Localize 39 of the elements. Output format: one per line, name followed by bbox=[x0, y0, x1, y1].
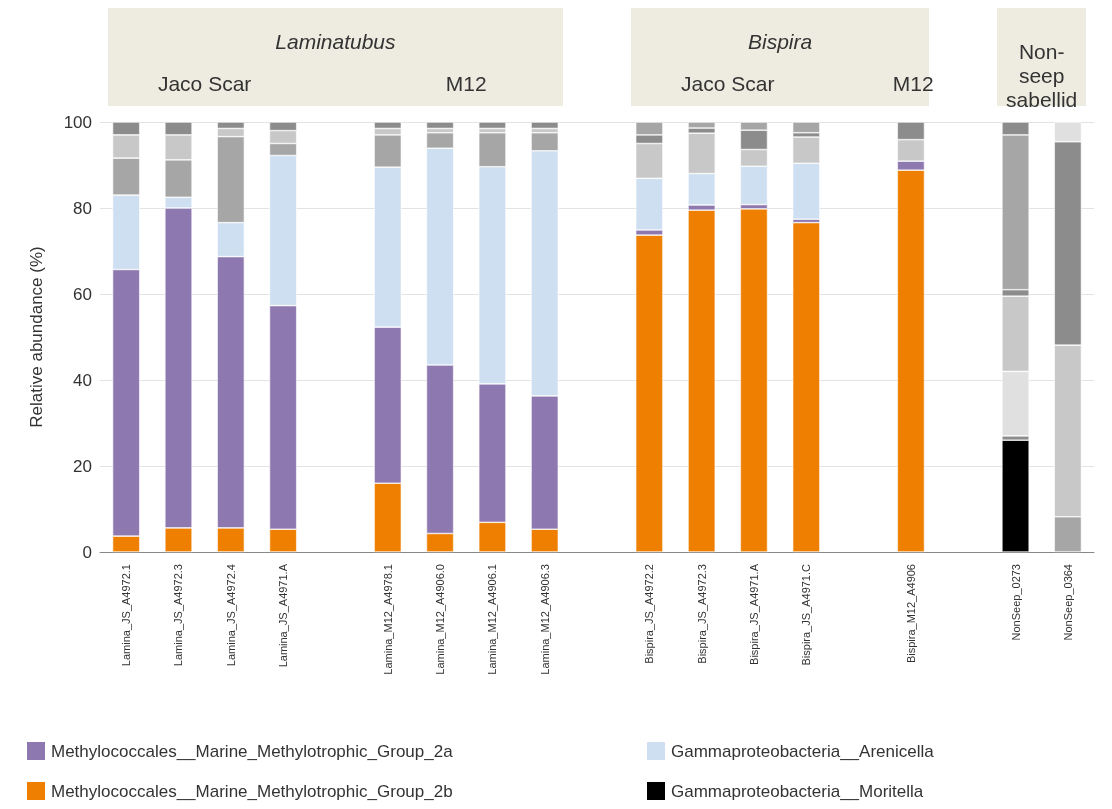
text: Non-seep sabellid bbox=[1005, 40, 1079, 112]
text: Jaco Scar bbox=[156, 72, 253, 96]
text: Jaco Scar bbox=[680, 72, 776, 96]
y-tick-label: 20 bbox=[73, 456, 92, 476]
x-tick-label: Lamina_M12_A4906.1 bbox=[486, 564, 499, 675]
y-tick-label: 80 bbox=[73, 198, 92, 218]
legend-label: Gammaproteobacteria__Arenicella bbox=[671, 741, 935, 761]
bar bbox=[1001, 440, 1030, 552]
legend-label: Methylococcales__Marine_Methylotrophic_Group_2a bbox=[51, 741, 454, 761]
y-tick-label: 100 bbox=[63, 112, 92, 132]
x-tick-label: Bispira_JS_A4972.3 bbox=[695, 564, 708, 664]
x-tick-label: Lamina_JS_A4972.3 bbox=[172, 564, 185, 667]
text: Bispira bbox=[747, 30, 814, 54]
x-tick-label: Bispira_JS_A4971.C bbox=[800, 563, 813, 666]
text: Laminatubus bbox=[274, 30, 397, 54]
x-tick-label: NonSeep_0364 bbox=[1061, 564, 1074, 641]
legend-label: Methylococcales__Marine_Methylotrophic_Group_2b bbox=[51, 781, 453, 801]
bar bbox=[426, 122, 454, 129]
y-tick-label: 60 bbox=[73, 284, 92, 304]
x-tick-label: NonSeep_0273 bbox=[1009, 564, 1022, 641]
x-tick-label: Bispira_JS_A4972.2 bbox=[643, 564, 656, 664]
bar bbox=[792, 222, 820, 552]
x-tick-label: Lamina_M12_A4906.3 bbox=[538, 564, 551, 675]
bar bbox=[531, 122, 559, 129]
text: M12 bbox=[892, 72, 934, 96]
x-tick-label: Bispira_JS_A4971.A bbox=[747, 563, 760, 665]
legend-label: Gammaproteobacteria__Moritella bbox=[671, 781, 924, 801]
x-tick-label: Bispira_M12_A4906 bbox=[904, 564, 917, 664]
y-tick-label: 40 bbox=[73, 370, 92, 390]
bar bbox=[478, 122, 506, 129]
text: M12 bbox=[444, 72, 488, 96]
x-tick-label: Lamina_JS_A4972.4 bbox=[224, 564, 237, 667]
x-tick-label: Lamina_M12_A4906.0 bbox=[434, 564, 447, 675]
y-axis-title: Relative abundance (%) bbox=[27, 246, 46, 428]
x-tick-label: Lamina_M12_A4978.1 bbox=[381, 564, 394, 675]
y-tick-label: 0 bbox=[82, 542, 92, 562]
x-tick-label: Lamina_JS_A4971.A bbox=[277, 563, 290, 668]
x-tick-label: Lamina_JS_A4972.1 bbox=[120, 564, 133, 667]
bar bbox=[740, 208, 768, 552]
